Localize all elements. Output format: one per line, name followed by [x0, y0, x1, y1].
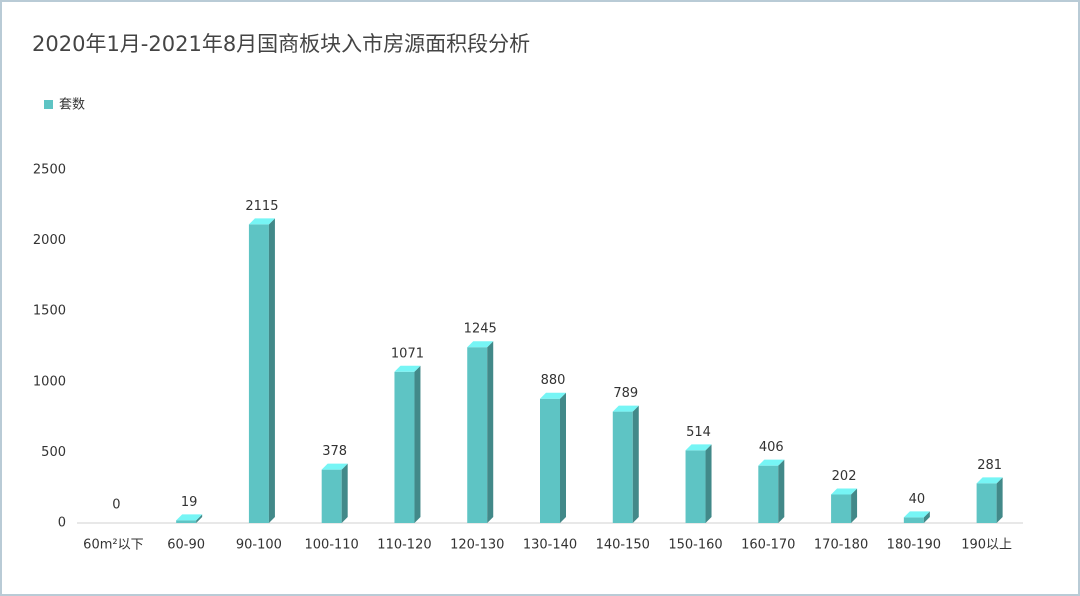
bar-top — [540, 392, 566, 399]
bar-side — [923, 511, 930, 523]
value-label: 2115 — [245, 199, 278, 214]
bar — [685, 450, 706, 523]
value-label: 880 — [541, 373, 566, 388]
chart-title: 2020年1月-2021年8月国商板块入市房源面积段分析 — [32, 32, 530, 56]
value-label: 202 — [832, 469, 857, 484]
bar — [976, 483, 997, 523]
x-tick-label: 180-190 — [887, 538, 941, 553]
value-label: 281 — [977, 458, 1002, 473]
bar-top — [467, 341, 494, 348]
value-label: 0 — [112, 498, 120, 513]
bar — [612, 411, 633, 523]
bar-top — [248, 218, 275, 225]
y-tick-label: 500 — [41, 445, 66, 460]
value-label: 406 — [759, 440, 784, 455]
bar-side — [414, 365, 421, 523]
bar-top — [612, 405, 639, 412]
x-tick-label: 90-100 — [236, 538, 282, 553]
bar-side — [705, 444, 712, 523]
x-tick-label: 160-170 — [741, 538, 795, 553]
bar-side — [487, 341, 494, 523]
bar-top — [685, 444, 712, 451]
bar — [394, 371, 415, 523]
bar-side — [268, 218, 275, 523]
bar-top — [903, 511, 930, 518]
x-tick-label: 170-180 — [814, 538, 868, 553]
value-label: 378 — [322, 444, 347, 459]
y-tick-label: 1500 — [33, 304, 66, 319]
x-tick-label: 120-130 — [450, 538, 504, 553]
y-tick-label: 2000 — [33, 233, 66, 248]
bar-side — [341, 463, 348, 523]
x-tick-label: 140-150 — [596, 538, 650, 553]
x-tick-label: 100-110 — [305, 538, 359, 553]
bar — [321, 469, 342, 523]
y-tick-label: 2500 — [33, 163, 66, 178]
bar — [758, 465, 779, 523]
x-tick-label: 60-90 — [167, 538, 205, 553]
bar — [248, 224, 269, 523]
x-tick-label: 150-160 — [668, 538, 722, 553]
bar — [176, 520, 197, 523]
legend-label: 套数 — [59, 97, 85, 113]
y-tick-label: 1000 — [33, 374, 66, 389]
bar-top — [976, 477, 1003, 484]
value-label: 1071 — [391, 346, 424, 361]
bar — [903, 517, 924, 523]
bar — [467, 347, 488, 523]
bar-top — [321, 463, 348, 470]
bar-side — [196, 514, 203, 523]
bar — [831, 494, 852, 523]
value-label: 789 — [613, 386, 638, 401]
x-tick-label: 60m²以下 — [83, 538, 143, 553]
x-tick-label: 110-120 — [377, 538, 431, 553]
bar-side — [851, 488, 858, 523]
bar-top — [394, 365, 421, 372]
bar-top — [831, 488, 858, 495]
legend-swatch — [44, 100, 53, 109]
value-label: 514 — [686, 425, 711, 440]
x-tick-label: 130-140 — [523, 538, 577, 553]
bar-top — [176, 514, 203, 521]
bar-top — [758, 459, 785, 466]
value-label: 19 — [181, 495, 198, 510]
bar-side — [560, 392, 566, 523]
bar-side — [778, 459, 785, 523]
value-label: 1245 — [464, 322, 497, 337]
bar-side — [632, 405, 639, 523]
value-label: 40 — [909, 492, 926, 507]
bar — [540, 398, 560, 523]
y-tick-label: 0 — [58, 516, 66, 531]
x-tick-label: 190以上 — [961, 538, 1012, 553]
bar-side — [996, 477, 1003, 523]
